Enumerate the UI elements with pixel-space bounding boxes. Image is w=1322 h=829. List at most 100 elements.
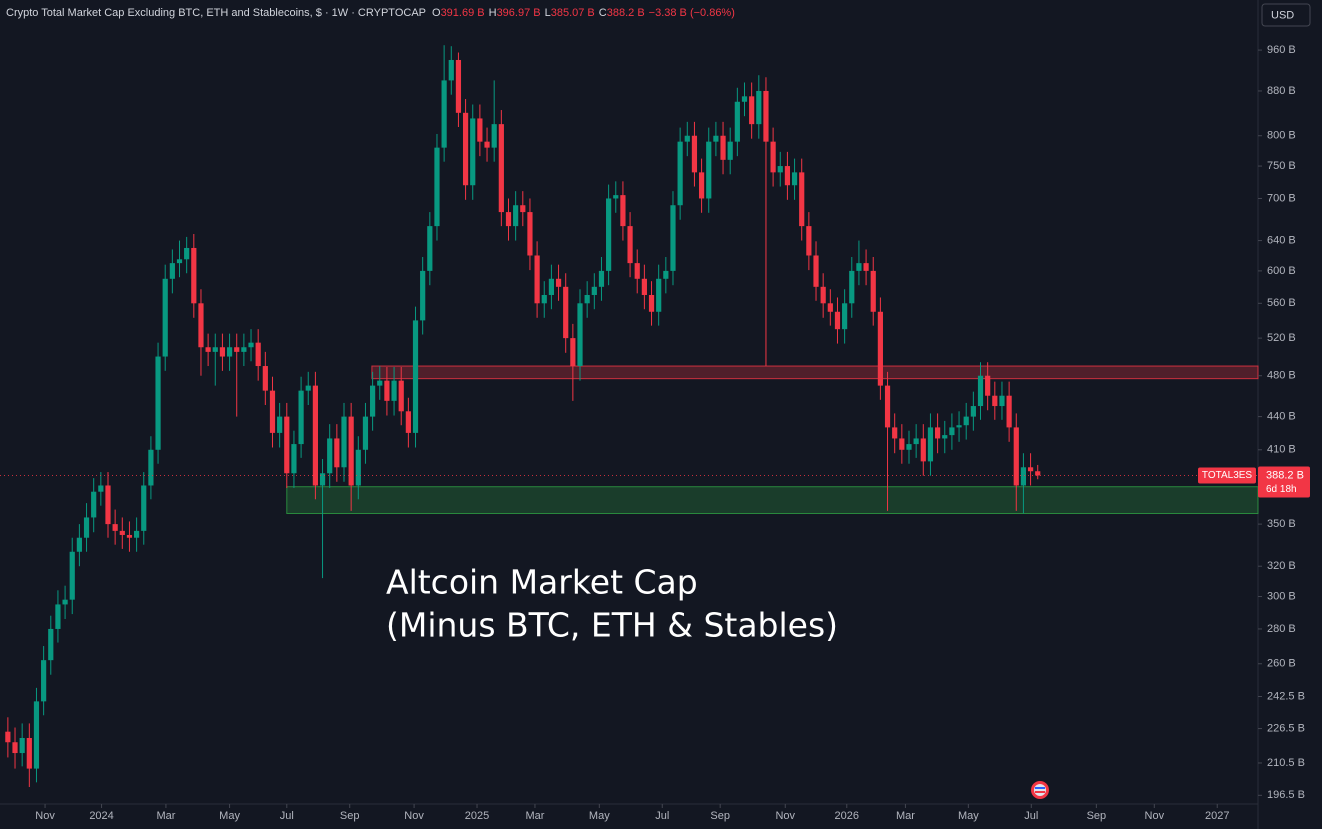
y-tick-label: 480 B xyxy=(1267,370,1296,382)
x-tick-label: Nov xyxy=(1145,810,1165,822)
candle-body xyxy=(620,195,626,227)
candle-body xyxy=(906,444,912,450)
candle-body xyxy=(784,166,791,186)
x-tick-label: Sep xyxy=(340,810,360,822)
symbol-title: Crypto Total Market Cap Excluding BTC, E… xyxy=(6,7,426,19)
candle-body xyxy=(148,449,154,486)
candle-body xyxy=(942,435,948,439)
x-tick-label: Nov xyxy=(404,810,424,822)
price-label-box xyxy=(1258,466,1310,498)
candle-body xyxy=(770,141,776,173)
candle-body xyxy=(484,141,490,148)
x-tick-label: Jul xyxy=(1024,810,1038,822)
candle-body xyxy=(455,59,462,113)
symbol-label: TOTAL3ES xyxy=(1202,470,1253,481)
candle-body xyxy=(584,294,590,304)
candle-body xyxy=(684,135,690,142)
x-tick-label: Jul xyxy=(655,810,669,822)
candle-body xyxy=(427,226,433,271)
x-tick-label: May xyxy=(589,810,610,822)
candle-body xyxy=(119,530,125,535)
candle-body xyxy=(219,347,226,357)
candle-body xyxy=(927,427,934,462)
candle-body xyxy=(162,278,168,357)
x-tick-label: 2024 xyxy=(89,810,113,822)
candle-body xyxy=(606,198,612,271)
candle-body xyxy=(749,96,755,125)
y-tick-label: 880 B xyxy=(1267,85,1296,97)
y-tick-label: 242.5 B xyxy=(1267,690,1305,702)
candle-body xyxy=(312,385,318,486)
candles xyxy=(5,45,1041,788)
candle-body xyxy=(527,212,533,256)
x-tick-label: 2025 xyxy=(465,810,489,822)
candle-body xyxy=(813,255,819,287)
candle-body xyxy=(856,263,862,271)
candle-body xyxy=(255,342,261,367)
candle-body xyxy=(355,449,361,486)
candle-body xyxy=(341,416,347,468)
candle-body xyxy=(970,406,976,417)
candle-body xyxy=(141,485,147,531)
candle-body xyxy=(370,385,376,417)
y-tick-label: 750 B xyxy=(1267,160,1296,172)
candle-body xyxy=(412,320,419,433)
y-tick-label: 520 B xyxy=(1267,332,1296,344)
candle-body xyxy=(949,427,955,436)
x-tick-label: Nov xyxy=(35,810,55,822)
candle-body xyxy=(348,416,354,486)
candle-body xyxy=(985,375,991,396)
candle-body xyxy=(1006,395,1012,428)
annotation: Altcoin Market Cap xyxy=(386,563,698,602)
countdown: 6d 18h xyxy=(1266,484,1297,495)
candle-body xyxy=(842,303,848,330)
candle-body xyxy=(112,524,118,531)
candle-body xyxy=(184,247,190,260)
candle-body xyxy=(477,118,483,142)
x-tick-label: May xyxy=(958,810,979,822)
candle-body xyxy=(169,263,175,279)
candle-body xyxy=(234,347,240,352)
candle-body xyxy=(48,628,54,661)
candle-body xyxy=(327,438,333,474)
ohlc-key: H xyxy=(489,7,497,19)
currency[interactable]: USD xyxy=(1271,9,1294,21)
candle-body xyxy=(176,259,183,264)
ohlc-value: 396.97 B xyxy=(497,7,541,19)
candle-body xyxy=(520,205,526,213)
candle-body xyxy=(198,303,204,348)
currency-button[interactable] xyxy=(1261,3,1311,27)
candle-body xyxy=(548,278,555,295)
candle-body xyxy=(298,390,304,445)
candle-body xyxy=(827,303,833,312)
candle-body xyxy=(1035,471,1041,476)
candle-body xyxy=(577,303,583,367)
candle-body xyxy=(791,172,798,186)
candle-body xyxy=(377,380,383,386)
candle-body xyxy=(756,90,762,125)
candle-body xyxy=(83,517,90,538)
candle-body xyxy=(663,270,669,279)
candle-body xyxy=(799,172,805,227)
events-icon xyxy=(1031,781,1049,799)
candle-body xyxy=(5,731,11,743)
candle-body xyxy=(691,135,698,173)
candle-body xyxy=(934,427,941,439)
candle-body xyxy=(105,485,111,525)
candle-body xyxy=(713,135,719,142)
candle-body xyxy=(913,438,919,445)
candle-body xyxy=(291,444,297,474)
ohlc-value: 385.07 B xyxy=(551,7,595,19)
y-tick-label: 226.5 B xyxy=(1267,722,1305,734)
candle-body xyxy=(69,551,75,600)
x-tick-label: Sep xyxy=(1087,810,1107,822)
candle-body xyxy=(670,205,676,271)
x-tick-label: Nov xyxy=(775,810,795,822)
candle-body xyxy=(505,212,512,227)
candle-body xyxy=(870,270,876,312)
symbol-label-box xyxy=(1198,467,1256,484)
candle-body xyxy=(591,286,597,295)
candle-body xyxy=(570,338,576,367)
price-label: 388.2 B xyxy=(1266,469,1304,481)
